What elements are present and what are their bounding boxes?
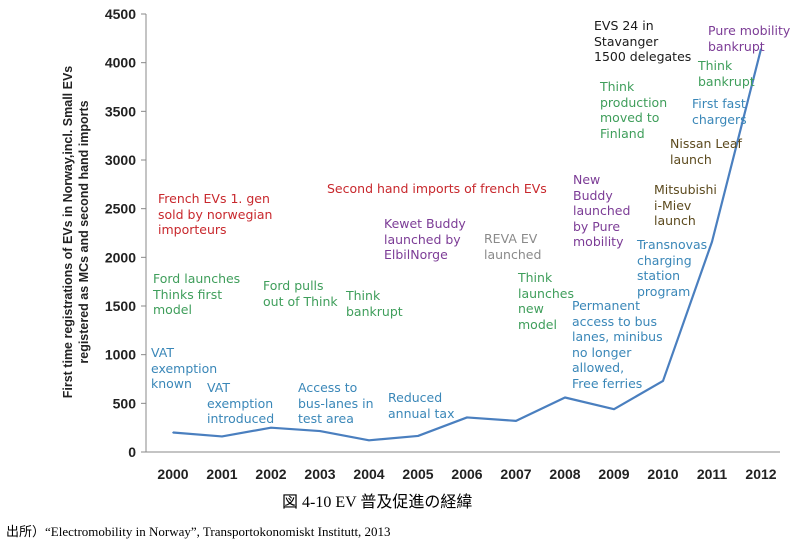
x-tick-label: 2001: [206, 466, 237, 482]
tick-labels: 0 500 1000 1500 2000 2500 3000 3500 4000 4500 2000…: [105, 6, 777, 482]
data-point: [319, 430, 321, 432]
annotation: Second hand imports of french EVs: [327, 181, 547, 196]
annotation: Permanent access to bus lanes, minibus n…: [572, 298, 663, 391]
source-note: 出所）“Electromobility in Norway”, Transpor…: [6, 524, 391, 539]
data-point: [417, 435, 419, 437]
y-tick-label: 3500: [105, 103, 136, 119]
annotation: Think launches new model: [518, 270, 574, 332]
annotation: Nissan Leaf launch: [670, 136, 742, 167]
data-point: [221, 435, 223, 438]
annotation: Transnovas charging station program: [637, 237, 708, 299]
y-tick-label: 4500: [105, 6, 136, 22]
annotation: Think bankrupt: [346, 288, 403, 319]
x-tick-label: 2003: [304, 466, 335, 482]
data-point: [613, 408, 615, 410]
x-tick-label: 2004: [353, 466, 384, 482]
data-point: [368, 439, 370, 442]
annotation: Mitsubishi i-Miev launch: [654, 182, 717, 228]
x-tick-label: 2011: [697, 466, 728, 482]
annotation: VAT exemption introduced: [207, 380, 275, 426]
x-tick-label: 2006: [451, 466, 482, 482]
x-tick-label: 2007: [500, 466, 531, 482]
data-point: [172, 431, 174, 434]
data-point: [662, 380, 664, 382]
y-tick-label: 1000: [105, 347, 136, 363]
annotation: French EVs 1. gen sold by norwegian impo…: [158, 191, 273, 237]
data-point: [515, 420, 517, 422]
y-axis-label: First time registrations of EVs in Norwa…: [61, 66, 91, 399]
axes: [141, 13, 780, 453]
annotation: Think bankrupt: [698, 58, 755, 89]
annotation: Access to bus-lanes in test area: [298, 380, 374, 426]
x-tick-label: 2008: [549, 466, 580, 482]
annotation: Ford pulls out of Think: [263, 278, 338, 309]
figure-caption: 図 4-10 EV 普及促進の経緯: [282, 494, 473, 511]
x-tick-label: 2012: [745, 466, 776, 482]
y-tick-label: 2000: [105, 249, 136, 265]
y-tick-label: 2500: [105, 201, 136, 217]
x-tick-label: 2000: [157, 466, 188, 482]
annotation: Pure mobility bankrupt: [708, 23, 791, 54]
annotation: REVA EV launched: [484, 231, 542, 262]
x-tick-label: 2010: [647, 466, 678, 482]
annotation: Ford launches Thinks first model: [153, 271, 241, 317]
x-tick-label: 2002: [255, 466, 286, 482]
annotation: Reduced annual tax: [388, 390, 455, 421]
annotation: New Buddy launched by Pure mobility: [573, 172, 631, 249]
data-point: [711, 240, 713, 243]
chart: 0 500 1000 1500 2000 2500 3000 3500 4000 4500 2000…: [61, 6, 780, 482]
data-point: [270, 426, 272, 429]
y-tick-label: 3000: [105, 152, 136, 168]
annotation: Kewet Buddy launched by ElbilNorge: [384, 216, 466, 262]
data-point: [466, 416, 468, 419]
series-line: [172, 48, 763, 442]
data-point: [564, 396, 566, 399]
annotation: EVS 24 in Stavanger 1500 delegates: [594, 18, 692, 64]
data-point: [760, 48, 762, 50]
y-tick-label: 4000: [105, 55, 136, 71]
y-tick-label: 1500: [105, 298, 136, 314]
y-tick-label: 0: [128, 444, 136, 460]
annotation: Think production moved to Finland: [600, 79, 668, 141]
annotation: First fast chargers: [692, 96, 747, 127]
x-tick-label: 2005: [402, 466, 433, 482]
annotation: VAT exemption known: [151, 345, 218, 391]
y-tick-label: 500: [113, 395, 137, 411]
x-tick-label: 2009: [598, 466, 629, 482]
